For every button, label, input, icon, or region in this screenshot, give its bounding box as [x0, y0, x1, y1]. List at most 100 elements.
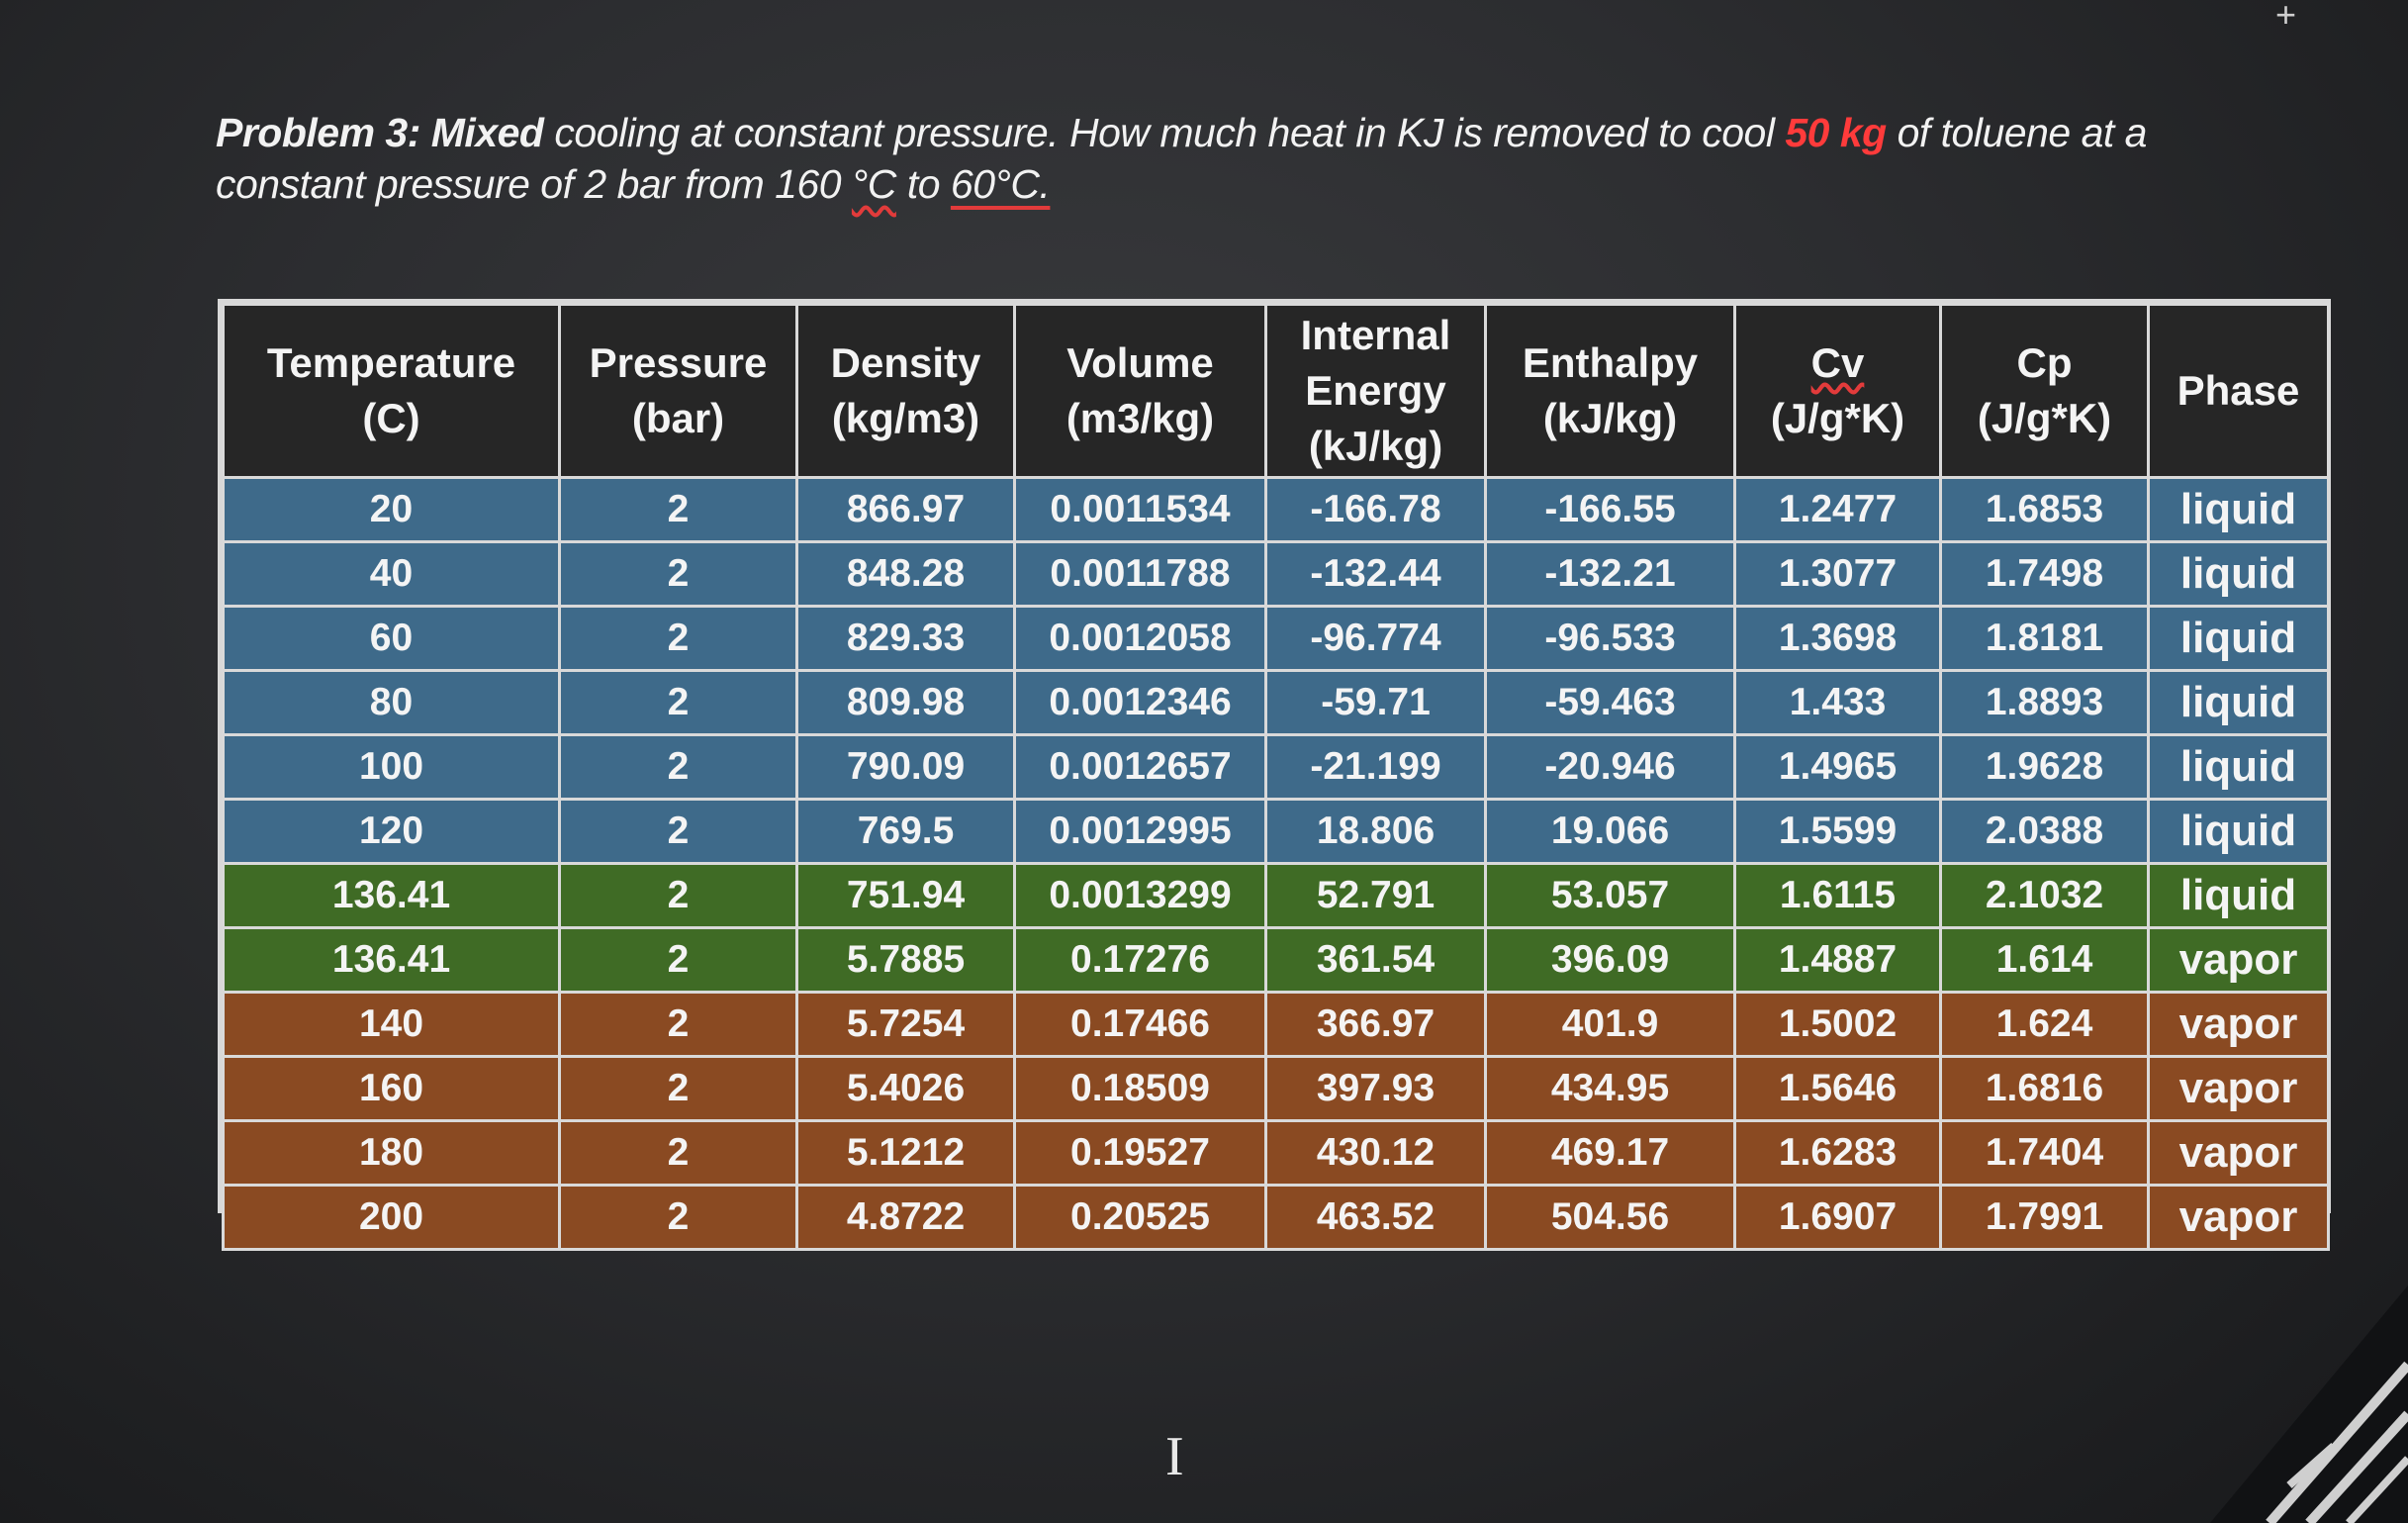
cell-density: 5.7885: [795, 926, 1016, 994]
table-header-row: Temperature (C) Pressure (bar) Density (kg/m3…: [222, 303, 2330, 479]
column-header-density-line: Density: [830, 339, 981, 386]
monitor-bezel-decoration: [2151, 1226, 2408, 1523]
problem-text-1: cooling at constant pressure. How much h…: [543, 110, 1786, 155]
cell-density: 4.8722: [795, 1184, 1016, 1251]
cell-cv: 1.3698: [1733, 605, 1942, 672]
cell-cp: 1.7991: [1939, 1184, 2150, 1251]
column-header-internal-energy-line: Internal: [1300, 312, 1451, 358]
data-table: Temperature (C) Pressure (bar) Density (kg/m3…: [222, 303, 2330, 1251]
cell-pressure: 2: [558, 1184, 798, 1251]
column-header-enthalpy: Enthalpy (kJ/kg): [1484, 303, 1736, 479]
cell-enthalpy: 396.09: [1484, 926, 1736, 994]
cell-temperature: 40: [222, 540, 561, 608]
cell-internal-energy: 430.12: [1264, 1119, 1487, 1187]
cell-cp: 1.8893: [1939, 669, 2150, 736]
cell-enthalpy: 469.17: [1484, 1119, 1736, 1187]
cell-enthalpy: -96.533: [1484, 605, 1736, 672]
cell-phase: vapor: [2147, 1055, 2330, 1122]
cell-phase: liquid: [2147, 798, 2330, 865]
column-header-temperature-line: Temperature: [266, 339, 516, 386]
cell-density: 5.4026: [795, 1055, 1016, 1122]
cell-volume: 0.17276: [1013, 926, 1267, 994]
column-header-volume: Volume (m3/kg): [1013, 303, 1267, 479]
problem-mass: 50 kg: [1785, 110, 1887, 155]
problem-text-2: of toluene at a constant pressure of 2 b…: [216, 110, 2147, 207]
cell-enthalpy: -166.55: [1484, 476, 1736, 543]
cell-density: 5.7254: [795, 991, 1016, 1058]
table-row: 120 2 769.5 0.0012995 18.806 19.066 1.5599 2.03…: [222, 798, 2330, 865]
table-row: 200 2 4.8722 0.20525 463.52 504.56 1.6907 1.799…: [222, 1184, 2330, 1251]
cell-cv: 1.4965: [1733, 733, 1942, 801]
cell-cp: 1.7498: [1939, 540, 2150, 608]
table-row: 40 2 848.28 0.0011788 -132.44 -132.21 1.3077 1.…: [222, 540, 2330, 608]
cell-internal-energy: 18.806: [1264, 798, 1487, 865]
column-header-enthalpy-line: (kJ/kg): [1542, 395, 1678, 441]
cell-density: 5.1212: [795, 1119, 1016, 1187]
cell-cp: 2.1032: [1939, 862, 2150, 929]
column-header-volume-line: Volume: [1066, 339, 1214, 386]
column-header-cv: Cv (J/g*K): [1733, 303, 1942, 479]
column-header-volume-line: (m3/kg): [1065, 395, 1215, 441]
cell-volume: 0.17466: [1013, 991, 1267, 1058]
column-header-cp: Cp (J/g*K): [1939, 303, 2150, 479]
column-header-pressure-line: (bar): [631, 395, 725, 441]
cell-cp: 2.0388: [1939, 798, 2150, 865]
cell-volume: 0.0012346: [1013, 669, 1267, 736]
corner-plus-mark: +: [2275, 0, 2297, 35]
text-cursor-icon: I: [1165, 1426, 1184, 1487]
cell-volume: 0.0012058: [1013, 605, 1267, 672]
table-row: 160 2 5.4026 0.18509 397.93 434.95 1.5646 1.681…: [222, 1055, 2330, 1122]
column-header-pressure: Pressure (bar): [558, 303, 798, 479]
column-header-temperature-line: (C): [362, 395, 420, 441]
column-header-phase: Phase: [2147, 303, 2330, 479]
column-header-enthalpy-line: Enthalpy: [1522, 339, 1699, 386]
column-header-internal-energy-line: (kJ/kg): [1308, 423, 1443, 469]
cell-cv: 1.5646: [1733, 1055, 1942, 1122]
cell-volume: 0.19527: [1013, 1119, 1267, 1187]
cell-pressure: 2: [558, 669, 798, 736]
cell-temperature: 20: [222, 476, 561, 543]
cell-enthalpy: 19.066: [1484, 798, 1736, 865]
cell-cp: 1.9628: [1939, 733, 2150, 801]
problem-target-temp: 60°C.: [950, 161, 1051, 207]
column-header-internal-energy-line: Energy: [1305, 367, 1446, 414]
cell-cv: 1.4887: [1733, 926, 1942, 994]
cell-volume: 0.0012657: [1013, 733, 1267, 801]
cell-enthalpy: 401.9: [1484, 991, 1736, 1058]
cell-pressure: 2: [558, 1055, 798, 1122]
cell-phase: vapor: [2147, 926, 2330, 994]
column-header-cv-line: Cv: [1810, 339, 1865, 386]
cell-volume: 0.0013299: [1013, 862, 1267, 929]
table-row: 136.41 2 5.7885 0.17276 361.54 396.09 1.4887 1.…: [222, 926, 2330, 994]
column-header-internal-energy: Internal Energy (kJ/kg): [1264, 303, 1487, 479]
table-row: 136.41 2 751.94 0.0013299 52.791 53.057 1.6115…: [222, 862, 2330, 929]
toluene-properties-table: Temperature (C) Pressure (bar) Density (kg/m3…: [218, 299, 2331, 1251]
cell-density: 848.28: [795, 540, 1016, 608]
cell-internal-energy: -132.44: [1264, 540, 1487, 608]
cell-phase: vapor: [2147, 1119, 2330, 1187]
cell-density: 809.98: [795, 669, 1016, 736]
cell-internal-energy: 397.93: [1264, 1055, 1487, 1122]
cell-enthalpy: -132.21: [1484, 540, 1736, 608]
cell-pressure: 2: [558, 991, 798, 1058]
cell-phase: vapor: [2147, 1184, 2330, 1251]
cell-volume: 0.0012995: [1013, 798, 1267, 865]
cell-volume: 0.20525: [1013, 1184, 1267, 1251]
cell-density: 866.97: [795, 476, 1016, 543]
cell-enthalpy: 504.56: [1484, 1184, 1736, 1251]
column-header-density-line: (kg/m3): [831, 395, 980, 441]
cell-density: 751.94: [795, 862, 1016, 929]
cell-pressure: 2: [558, 540, 798, 608]
cell-temperature: 160: [222, 1055, 561, 1122]
cell-pressure: 2: [558, 733, 798, 801]
cell-cv: 1.6283: [1733, 1119, 1942, 1187]
cell-temperature: 60: [222, 605, 561, 672]
cell-density: 829.33: [795, 605, 1016, 672]
cell-volume: 0.18509: [1013, 1055, 1267, 1122]
table-row: 180 2 5.1212 0.19527 430.12 469.17 1.6283 1.740…: [222, 1119, 2330, 1187]
problem-statement: Problem 3: Mixed cooling at constant pre…: [216, 107, 2273, 210]
cell-temperature: 100: [222, 733, 561, 801]
cell-cv: 1.3077: [1733, 540, 1942, 608]
problem-lead: Problem 3: Mixed: [216, 110, 544, 155]
cell-internal-energy: -59.71: [1264, 669, 1487, 736]
